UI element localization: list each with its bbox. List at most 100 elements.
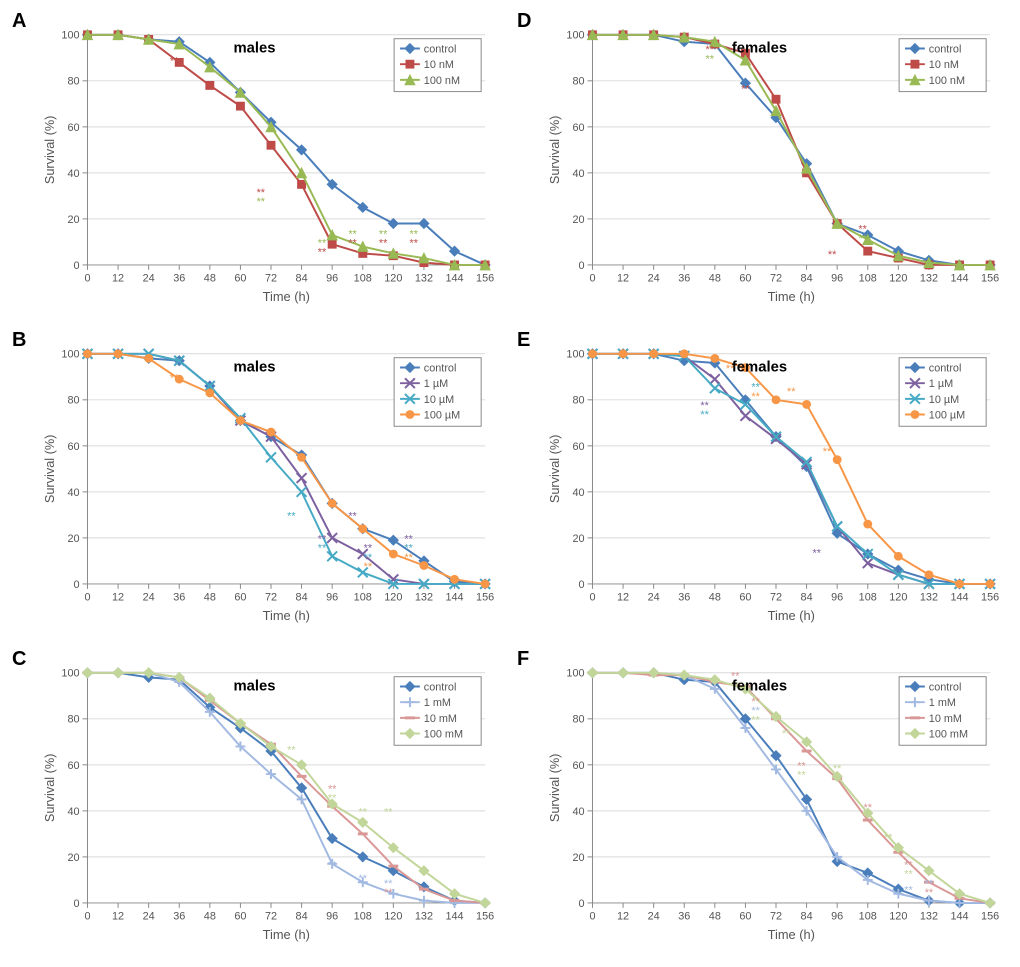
svg-text:40: 40 (67, 487, 79, 499)
svg-text:96: 96 (326, 273, 338, 285)
svg-text:**: ** (170, 372, 179, 384)
svg-text:**: ** (384, 807, 393, 819)
svg-text:100 nM: 100 nM (424, 75, 460, 87)
svg-text:60: 60 (572, 441, 584, 453)
svg-text:96: 96 (831, 592, 843, 604)
svg-text:0: 0 (74, 260, 80, 272)
svg-text:156: 156 (981, 273, 999, 285)
svg-text:Time (h): Time (h) (263, 927, 310, 942)
svg-text:80: 80 (67, 76, 79, 88)
svg-text:48: 48 (709, 592, 721, 604)
svg-text:males: males (233, 359, 275, 375)
panel-D: D 01224364860728496108120132144156020406… (515, 10, 1010, 319)
svg-text:0: 0 (589, 592, 595, 604)
svg-text:40: 40 (572, 487, 584, 499)
svg-text:**: ** (348, 511, 357, 523)
panel-F: F 01224364860728496108120132144156020406… (515, 648, 1010, 957)
panel-letter: F (517, 648, 529, 671)
svg-text:Survival (%): Survival (%) (42, 116, 57, 185)
svg-text:80: 80 (572, 395, 584, 407)
svg-text:80: 80 (572, 714, 584, 726)
svg-text:20: 20 (572, 533, 584, 545)
svg-text:60: 60 (67, 441, 79, 453)
svg-text:Survival (%): Survival (%) (547, 754, 562, 823)
svg-text:60: 60 (739, 911, 751, 923)
svg-text:72: 72 (265, 911, 277, 923)
svg-text:60: 60 (234, 273, 246, 285)
svg-text:**: ** (700, 409, 709, 421)
svg-text:**: ** (328, 793, 337, 805)
svg-text:60: 60 (67, 122, 79, 134)
svg-text:36: 36 (173, 592, 185, 604)
svg-text:120: 120 (384, 911, 402, 923)
svg-text:156: 156 (981, 592, 999, 604)
svg-text:**: ** (318, 543, 327, 555)
svg-text:120: 120 (384, 592, 402, 604)
svg-text:**: ** (741, 83, 750, 95)
panel-E: E 01224364860728496108120132144156020406… (515, 329, 1010, 638)
panel-B: B 01224364860728496108120132144156020406… (10, 329, 505, 638)
panel-letter: A (12, 10, 26, 33)
svg-text:control: control (424, 362, 457, 374)
svg-text:108: 108 (354, 911, 372, 923)
svg-text:100: 100 (61, 668, 79, 680)
svg-text:100: 100 (61, 349, 79, 361)
svg-text:120: 120 (384, 273, 402, 285)
svg-text:132: 132 (415, 273, 433, 285)
svg-text:0: 0 (579, 579, 585, 591)
svg-text:**: ** (864, 811, 873, 823)
svg-text:control: control (929, 43, 962, 55)
svg-text:84: 84 (801, 911, 813, 923)
svg-text:0: 0 (84, 911, 90, 923)
svg-text:48: 48 (204, 911, 216, 923)
svg-text:48: 48 (204, 273, 216, 285)
svg-text:48: 48 (709, 911, 721, 923)
svg-text:females: females (732, 359, 787, 375)
svg-text:**: ** (782, 728, 791, 740)
svg-text:**: ** (925, 887, 934, 899)
svg-text:60: 60 (234, 592, 246, 604)
svg-text:96: 96 (326, 592, 338, 604)
svg-text:72: 72 (770, 273, 782, 285)
svg-text:156: 156 (476, 273, 494, 285)
svg-text:24: 24 (648, 592, 660, 604)
svg-text:**: ** (884, 832, 893, 844)
svg-text:24: 24 (143, 273, 155, 285)
svg-text:10 mM: 10 mM (424, 713, 457, 725)
svg-text:80: 80 (572, 76, 584, 88)
svg-text:96: 96 (831, 273, 843, 285)
svg-text:60: 60 (67, 760, 79, 772)
svg-text:10 µM: 10 µM (929, 394, 959, 406)
svg-text:**: ** (348, 238, 357, 250)
svg-text:100 mM: 100 mM (424, 728, 463, 740)
svg-text:40: 40 (572, 806, 584, 818)
svg-text:156: 156 (476, 911, 494, 923)
svg-text:0: 0 (74, 898, 80, 910)
svg-text:36: 36 (173, 273, 185, 285)
svg-text:1 mM: 1 mM (929, 697, 956, 709)
svg-text:60: 60 (739, 592, 751, 604)
svg-text:84: 84 (801, 592, 813, 604)
svg-text:108: 108 (859, 592, 877, 604)
svg-text:1 mM: 1 mM (424, 697, 451, 709)
svg-text:60: 60 (572, 760, 584, 772)
svg-text:20: 20 (67, 533, 79, 545)
svg-text:**: ** (751, 391, 760, 403)
svg-text:control: control (424, 681, 457, 693)
svg-text:48: 48 (204, 592, 216, 604)
svg-text:12: 12 (112, 911, 124, 923)
svg-text:36: 36 (678, 273, 690, 285)
svg-text:40: 40 (67, 806, 79, 818)
svg-text:0: 0 (74, 579, 80, 591)
svg-text:**: ** (833, 763, 842, 775)
panel-letter: C (12, 648, 26, 671)
svg-text:84: 84 (296, 911, 308, 923)
svg-text:**: ** (751, 714, 760, 726)
svg-text:20: 20 (572, 214, 584, 226)
svg-text:120: 120 (889, 273, 907, 285)
svg-text:24: 24 (143, 911, 155, 923)
svg-text:40: 40 (572, 168, 584, 180)
svg-text:132: 132 (920, 911, 938, 923)
svg-text:**: ** (410, 238, 419, 250)
svg-text:**: ** (287, 744, 296, 756)
